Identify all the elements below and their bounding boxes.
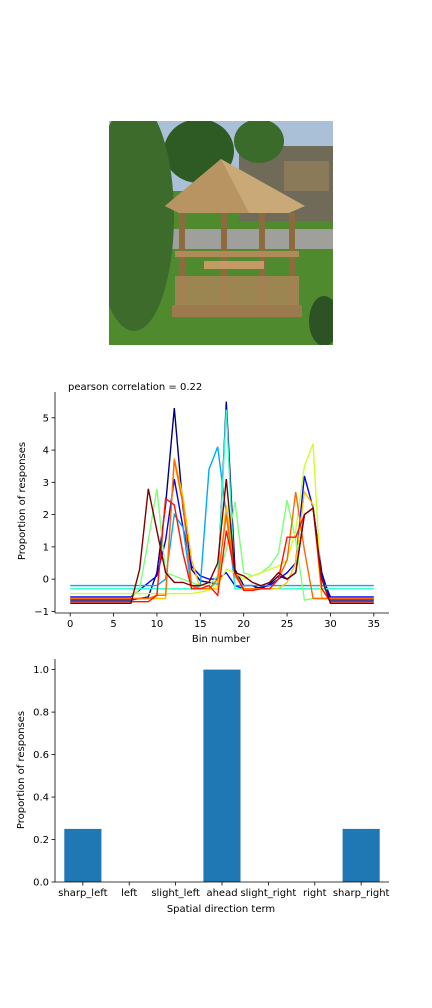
bar-y-tick-label: 0.6 (33, 750, 49, 761)
bar-chart-ylabel: Proportion of responses (16, 711, 27, 829)
line-chart: pearson correlation = 0.22 0 5 10 15 20 25 30 3… (17, 382, 389, 644)
line-x-tick-label: 10 (151, 619, 164, 630)
gazebo-photo (109, 121, 333, 345)
line-y-tick-label: 4 (43, 446, 49, 457)
bar-y-tick-label: 0.4 (33, 793, 49, 804)
bar-x-tick-label: right (303, 888, 327, 899)
line-series-4 (70, 409, 374, 590)
line-chart-y-axis: −1 0 1 2 3 4 5 (34, 392, 56, 618)
line-y-tick-label: −1 (34, 607, 49, 618)
bar-y-tick-label: 0.0 (33, 878, 49, 889)
line-x-tick-label: 30 (324, 619, 337, 630)
line-x-tick-label: 20 (237, 619, 250, 630)
bar-chart-xlabel: Spatial direction term (167, 904, 275, 915)
line-y-tick-label: 2 (43, 510, 49, 521)
bar-sharp-right (342, 828, 380, 882)
line-series-8 (70, 459, 374, 600)
bar-y-tick-label: 0.8 (33, 708, 49, 719)
bar-chart-plot (64, 669, 380, 882)
bar-x-tick-label: sharp_left (58, 888, 107, 899)
line-chart-ylabel: Proportion of responses (17, 442, 28, 560)
bar-y-tick-label: 0.2 (33, 835, 49, 846)
bar-x-tick-label: sharp_right (333, 888, 390, 899)
bar-sharp-left (64, 828, 102, 882)
bar-chart: sharp_left left slight_left ahead slight_rig… (16, 659, 390, 915)
line-x-tick-label: 5 (110, 619, 116, 630)
line-series-3 (70, 446, 374, 590)
bar-chart-y-axis: 0.0 0.2 0.4 0.6 0.8 1.0 (33, 659, 56, 889)
line-x-tick-label: 35 (367, 619, 380, 630)
bar-ahead (203, 669, 241, 882)
line-series-6 (70, 443, 374, 600)
line-y-tick-label: 0 (43, 575, 49, 586)
line-chart-x-axis: 0 5 10 15 20 25 30 35 (55, 612, 389, 630)
line-x-tick-label: 0 (67, 619, 73, 630)
line-series-10 (70, 479, 374, 605)
bar-y-tick-label: 1.0 (33, 665, 49, 676)
line-chart-plot (70, 401, 374, 605)
line-y-tick-label: 3 (43, 478, 49, 489)
line-x-tick-label: 15 (194, 619, 207, 630)
line-y-tick-label: 1 (43, 542, 49, 553)
bar-x-tick-label: left (121, 888, 137, 899)
bar-chart-x-axis: sharp_left left slight_left ahead slight_rig… (55, 881, 390, 899)
bar-x-tick-label: slight_left (151, 888, 200, 899)
bar-x-tick-label: slight_right (240, 888, 296, 899)
bar-x-tick-label: ahead (206, 888, 237, 899)
line-chart-xlabel: Bin number (192, 634, 251, 644)
line-y-tick-label: 5 (43, 413, 49, 424)
line-x-tick-label: 25 (281, 619, 294, 630)
line-chart-title: pearson correlation = 0.22 (68, 382, 202, 393)
